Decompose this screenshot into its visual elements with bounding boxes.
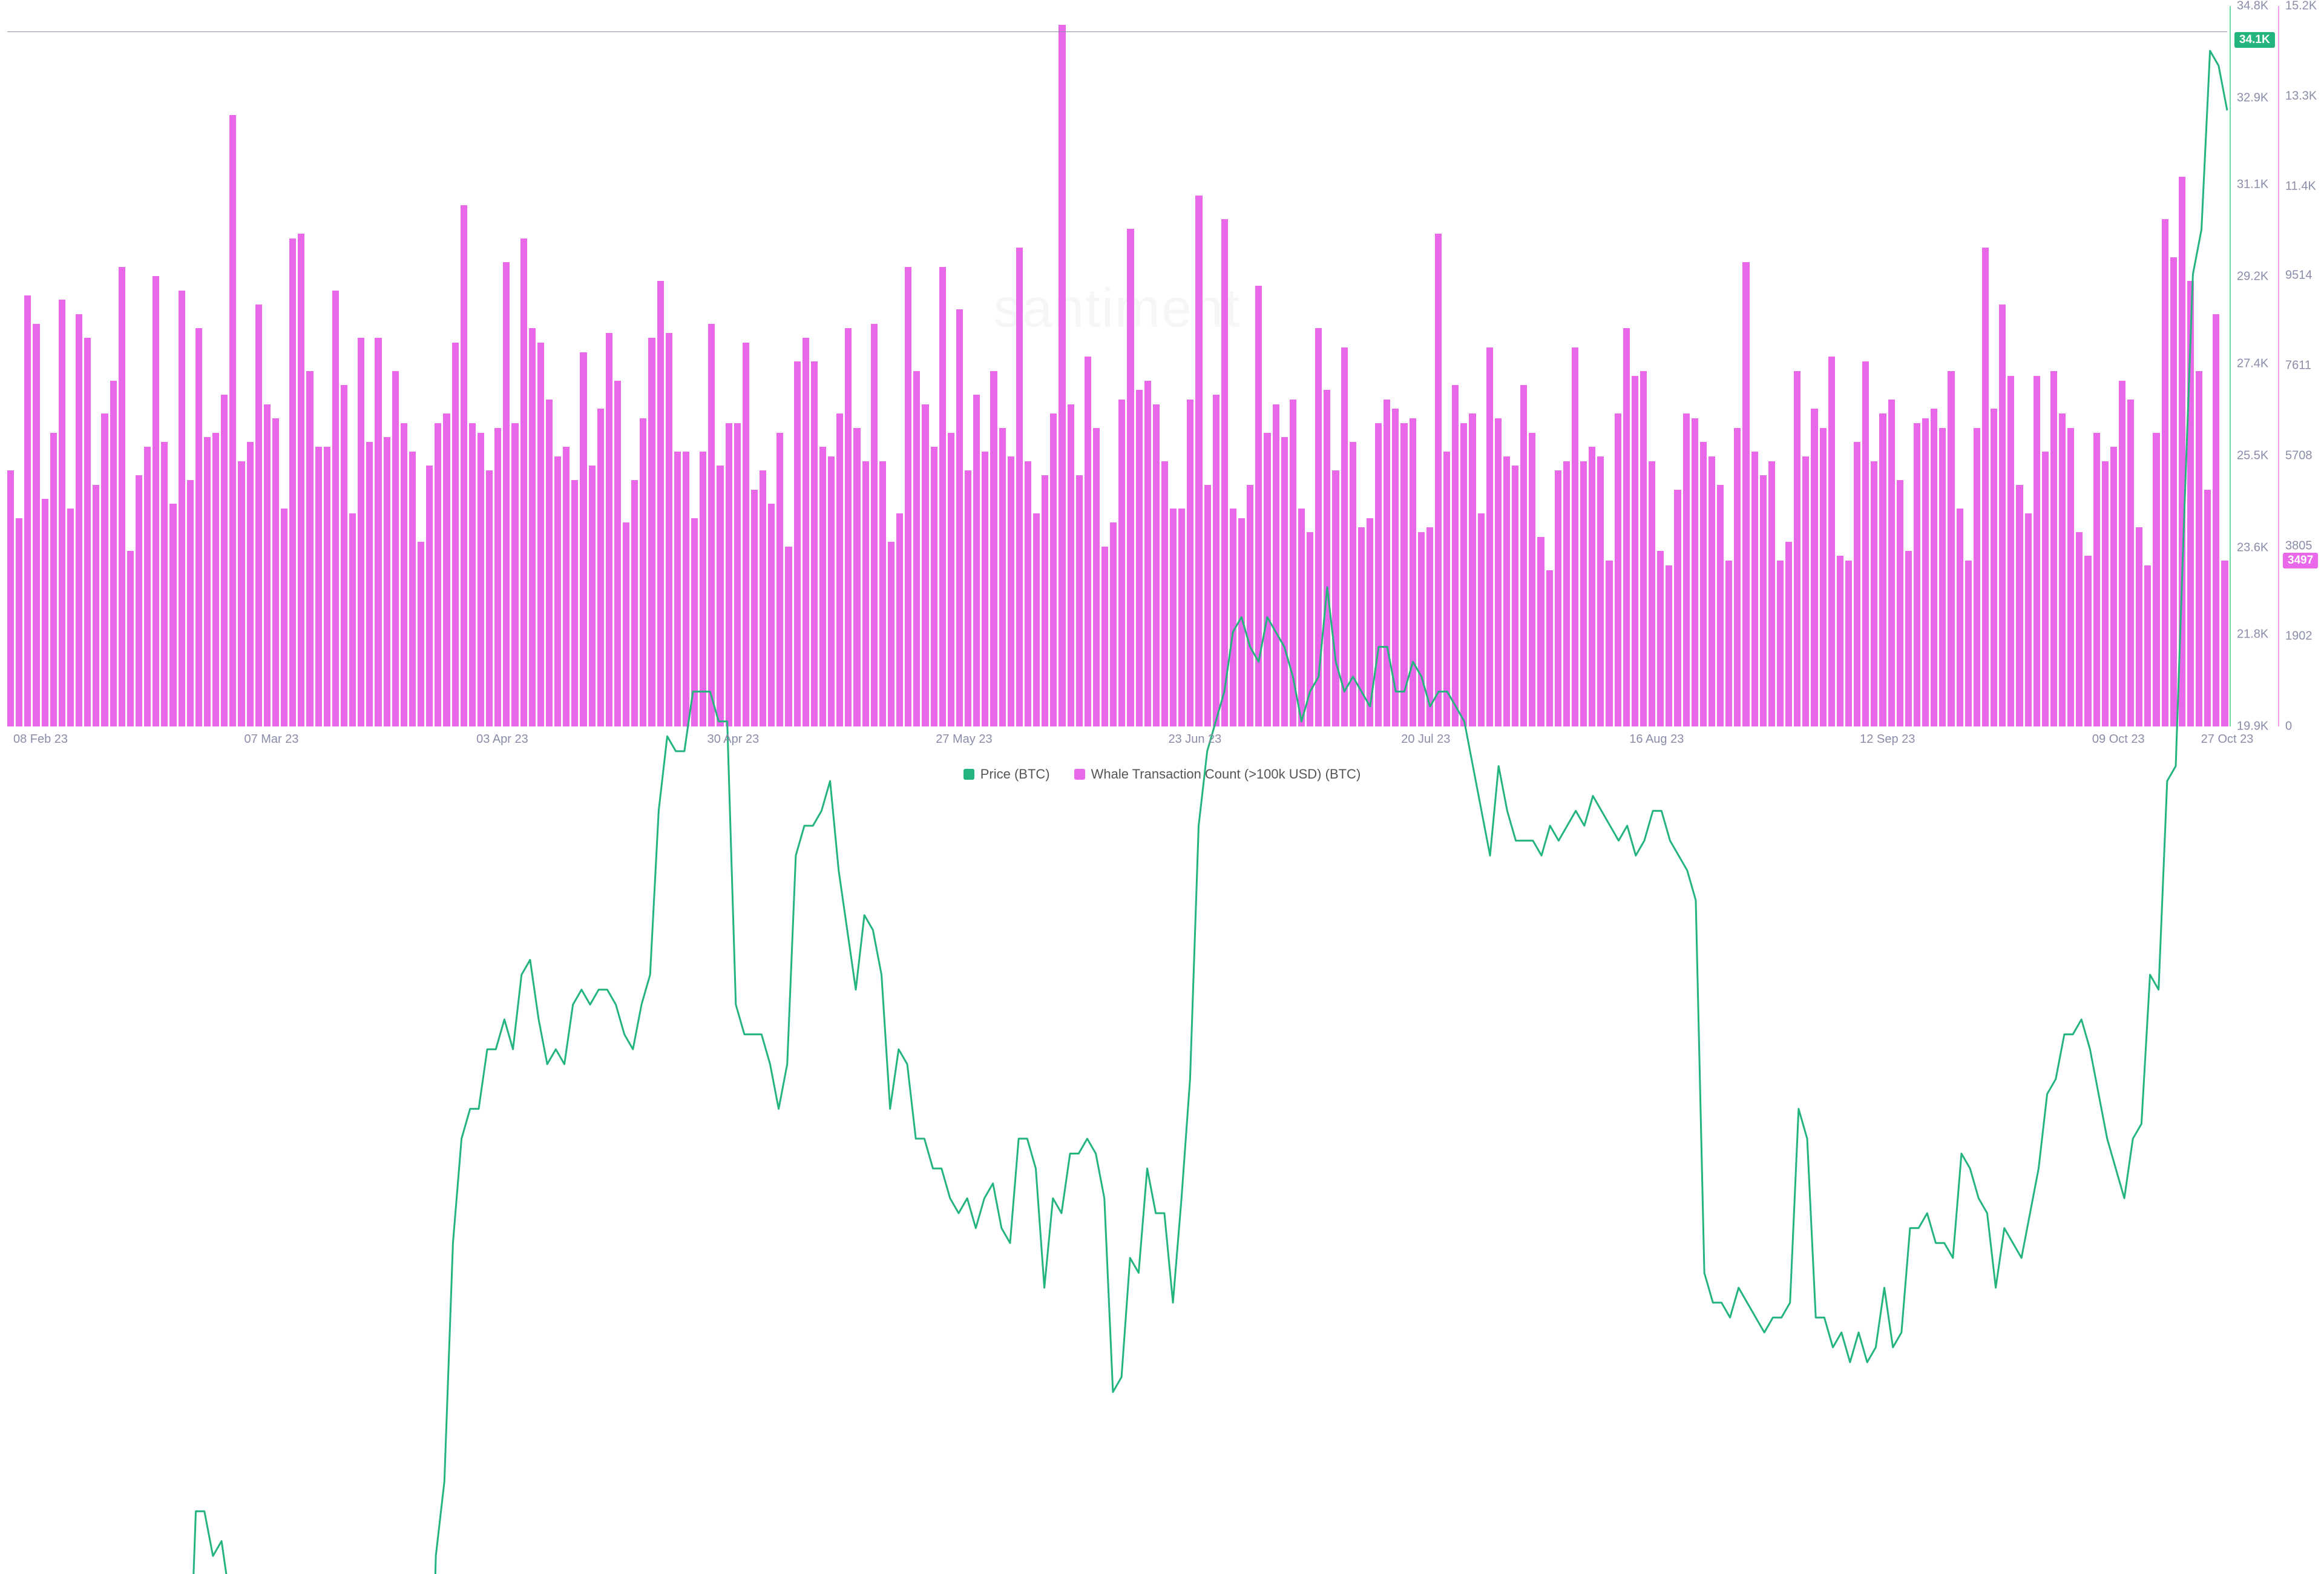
crosshair-line (7, 31, 2227, 32)
y-tick-whale: 5708 (2285, 449, 2313, 463)
x-axis: 08 Feb 23 07 Mar 23 03 Apr 23 30 Apr 23 27 M… (7, 733, 2227, 751)
y-tick-whale: 3805 (2285, 539, 2313, 553)
y-tick-whale: 13.3K (2285, 89, 2317, 103)
y-axis-price: 34.8K32.9K31.1K29.2K27.4K25.5K23.6K21.8K… (2230, 6, 2272, 726)
x-tick: 23 Jun 23 (1168, 733, 1221, 746)
legend-item-whale[interactable]: Whale Transaction Count (>100k USD) (BTC… (1074, 766, 1361, 782)
y-tick-whale: 11.4K (2285, 179, 2316, 193)
x-tick: 09 Oct 23 (2092, 733, 2145, 746)
y-tick-price: 27.4K (2237, 357, 2268, 370)
chart-plot-area: santiment (7, 6, 2227, 726)
y-tick-whale: 7611 (2285, 359, 2311, 373)
x-tick: 30 Apr 23 (707, 733, 760, 746)
x-tick: 08 Feb 23 (13, 733, 68, 746)
y-tick-price: 25.5K (2237, 449, 2268, 463)
y-tick-price: 19.9K (2237, 720, 2268, 734)
y-tick-whale: 9514 (2285, 269, 2313, 283)
price-current-badge: 34.1K (2234, 32, 2275, 48)
x-tick: 12 Sep 23 (1860, 733, 1915, 746)
x-tick: 03 Apr 23 (476, 733, 528, 746)
legend-item-price[interactable]: Price (BTC) (963, 766, 1050, 782)
x-tick: 27 May 23 (936, 733, 992, 746)
y-tick-price: 34.8K (2237, 0, 2268, 13)
legend-swatch (1074, 769, 1085, 780)
legend-swatch (963, 769, 974, 780)
legend: Price (BTC) Whale Transaction Count (>10… (0, 766, 2324, 782)
whale-current-badge: 3497 (2283, 553, 2318, 568)
x-tick: 27 Oct 23 (2201, 733, 2254, 746)
legend-label: Price (BTC) (980, 766, 1050, 782)
x-tick: 16 Aug 23 (1629, 733, 1684, 746)
y-tick-price: 29.2K (2237, 270, 2268, 284)
y-tick-whale: 15.2K (2285, 0, 2317, 13)
y-axis-whale: 15.2K13.3K11.4K9514761157083805190203497 (2278, 6, 2320, 726)
y-tick-whale: 1902 (2285, 630, 2313, 644)
x-tick: 20 Jul 23 (1401, 733, 1450, 746)
y-tick-price: 23.6K (2237, 541, 2268, 555)
price-line-series (7, 6, 2227, 1574)
legend-label: Whale Transaction Count (>100k USD) (BTC… (1091, 766, 1361, 782)
y-tick-price: 32.9K (2237, 91, 2268, 105)
y-tick-whale: 0 (2285, 720, 2292, 734)
y-tick-price: 31.1K (2237, 178, 2268, 192)
x-tick: 07 Mar 23 (244, 733, 298, 746)
y-tick-price: 21.8K (2237, 628, 2268, 642)
